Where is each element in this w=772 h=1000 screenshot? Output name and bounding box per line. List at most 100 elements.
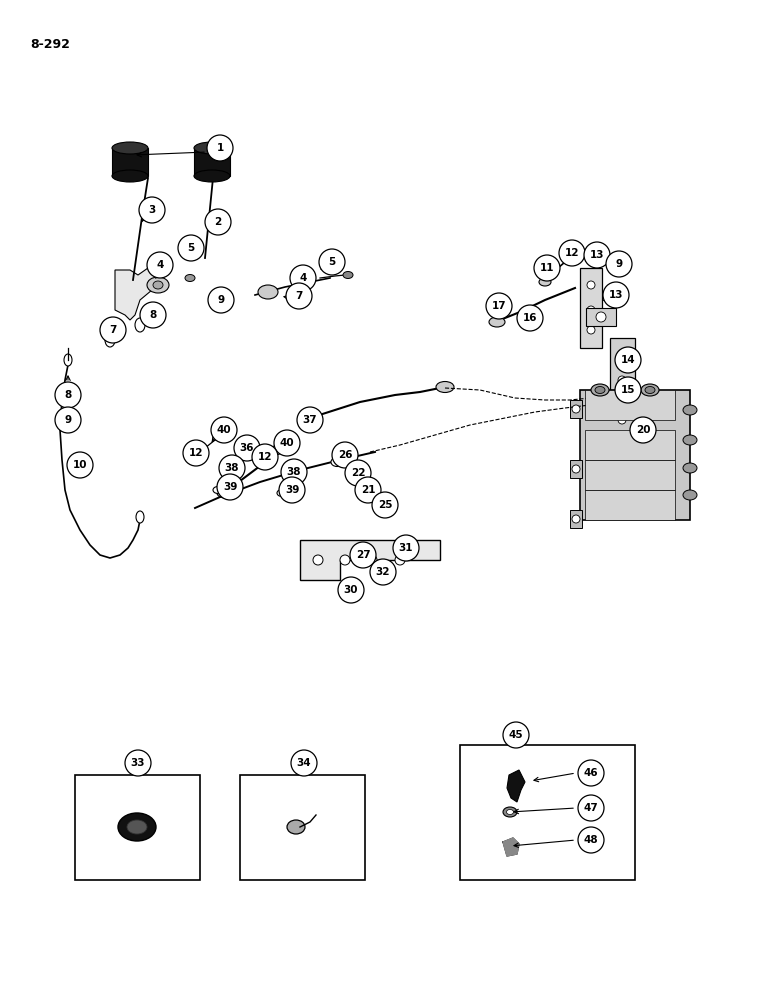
Text: 22: 22 xyxy=(350,468,365,478)
Circle shape xyxy=(572,465,580,473)
Bar xyxy=(570,510,582,528)
Circle shape xyxy=(67,452,93,478)
Circle shape xyxy=(350,542,376,568)
Ellipse shape xyxy=(683,435,697,445)
Ellipse shape xyxy=(64,354,72,366)
Bar xyxy=(570,460,582,478)
Circle shape xyxy=(290,265,316,291)
Ellipse shape xyxy=(645,386,655,393)
Text: 9: 9 xyxy=(615,259,622,269)
Ellipse shape xyxy=(127,820,147,834)
Circle shape xyxy=(503,722,529,748)
Ellipse shape xyxy=(189,452,198,458)
Circle shape xyxy=(618,401,626,409)
Circle shape xyxy=(615,347,641,373)
Text: 38: 38 xyxy=(286,467,301,477)
Text: 13: 13 xyxy=(590,250,604,260)
Ellipse shape xyxy=(287,820,305,834)
Text: 12: 12 xyxy=(188,448,203,458)
Ellipse shape xyxy=(377,504,387,510)
Bar xyxy=(585,390,675,420)
Bar xyxy=(570,400,582,418)
Circle shape xyxy=(286,283,312,309)
Text: 45: 45 xyxy=(509,730,523,740)
Text: 27: 27 xyxy=(356,550,371,560)
Text: 37: 37 xyxy=(303,415,317,425)
Circle shape xyxy=(217,474,243,500)
Bar xyxy=(585,460,675,490)
Ellipse shape xyxy=(112,142,148,154)
Text: 12: 12 xyxy=(565,248,579,258)
Circle shape xyxy=(297,407,323,433)
Circle shape xyxy=(572,405,580,413)
Circle shape xyxy=(291,750,317,776)
Ellipse shape xyxy=(217,488,233,498)
Circle shape xyxy=(140,302,166,328)
Circle shape xyxy=(578,795,604,821)
Circle shape xyxy=(486,293,512,319)
Text: 12: 12 xyxy=(258,452,273,462)
Circle shape xyxy=(338,577,364,603)
Ellipse shape xyxy=(591,384,609,396)
Circle shape xyxy=(55,407,81,433)
Ellipse shape xyxy=(565,254,575,261)
Text: 38: 38 xyxy=(225,463,239,473)
Ellipse shape xyxy=(258,285,278,299)
Text: 47: 47 xyxy=(584,803,598,813)
Text: 40: 40 xyxy=(279,438,294,448)
Ellipse shape xyxy=(539,278,551,286)
Ellipse shape xyxy=(196,446,208,456)
Circle shape xyxy=(596,312,606,322)
Text: 46: 46 xyxy=(584,768,598,778)
Text: 1: 1 xyxy=(216,143,224,153)
Ellipse shape xyxy=(185,274,195,282)
Circle shape xyxy=(587,281,595,289)
Ellipse shape xyxy=(194,142,230,154)
Circle shape xyxy=(139,197,165,223)
Ellipse shape xyxy=(277,489,287,496)
Ellipse shape xyxy=(147,277,169,293)
Text: 30: 30 xyxy=(344,585,358,595)
Ellipse shape xyxy=(194,170,230,182)
Ellipse shape xyxy=(258,456,266,462)
Circle shape xyxy=(313,555,323,565)
Text: 39: 39 xyxy=(223,482,237,492)
Ellipse shape xyxy=(378,568,388,576)
Circle shape xyxy=(340,555,350,565)
Text: 25: 25 xyxy=(378,500,392,510)
Circle shape xyxy=(578,760,604,786)
Text: 21: 21 xyxy=(361,485,375,495)
Ellipse shape xyxy=(506,810,513,814)
Circle shape xyxy=(279,477,305,503)
Ellipse shape xyxy=(683,490,697,500)
Circle shape xyxy=(578,827,604,853)
Text: 20: 20 xyxy=(636,425,650,435)
Circle shape xyxy=(606,251,632,277)
Circle shape xyxy=(332,442,358,468)
Text: 8: 8 xyxy=(64,390,72,400)
Circle shape xyxy=(572,515,580,523)
Text: 39: 39 xyxy=(285,485,300,495)
Text: 13: 13 xyxy=(609,290,623,300)
Text: 33: 33 xyxy=(130,758,145,768)
Ellipse shape xyxy=(281,439,297,449)
Circle shape xyxy=(615,377,641,403)
Circle shape xyxy=(100,317,126,343)
Polygon shape xyxy=(115,265,165,320)
Circle shape xyxy=(618,416,626,424)
Ellipse shape xyxy=(153,281,163,289)
Circle shape xyxy=(584,242,610,268)
Circle shape xyxy=(274,430,300,456)
Ellipse shape xyxy=(521,316,533,324)
Bar xyxy=(460,745,635,880)
Ellipse shape xyxy=(271,446,283,454)
Circle shape xyxy=(372,492,398,518)
Text: 9: 9 xyxy=(64,415,72,425)
Circle shape xyxy=(147,252,173,278)
Circle shape xyxy=(355,477,381,503)
Ellipse shape xyxy=(401,544,409,552)
Polygon shape xyxy=(507,770,525,802)
Ellipse shape xyxy=(112,170,148,182)
Ellipse shape xyxy=(641,384,659,396)
Ellipse shape xyxy=(118,813,156,841)
